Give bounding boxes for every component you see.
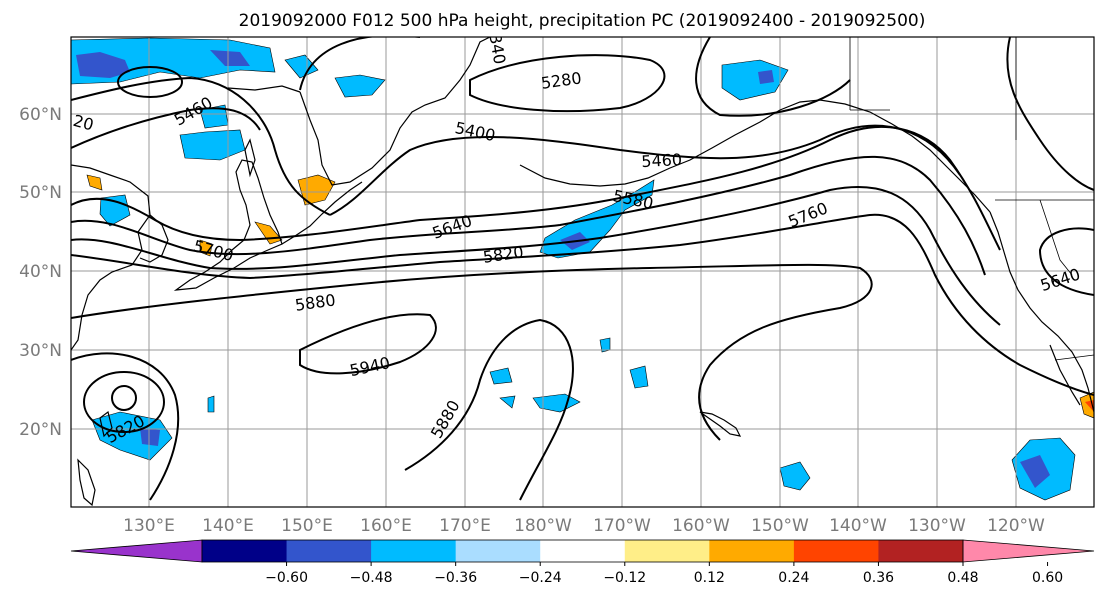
colorbar-swatch xyxy=(878,540,964,562)
lat-label: 50°N xyxy=(19,183,62,203)
hawaii-coast xyxy=(699,411,742,437)
lon-label: 150°W xyxy=(751,516,809,536)
kamchatka-coast xyxy=(299,37,491,186)
colorbar-tick-label: −0.24 xyxy=(519,570,562,586)
precip-patch xyxy=(721,59,789,101)
political-borders xyxy=(849,37,1094,361)
okhotsk-coast xyxy=(227,85,301,93)
lat-label: 20°N xyxy=(19,420,62,440)
lon-label: 140°E xyxy=(202,516,254,536)
precip-patch xyxy=(1020,455,1050,488)
precip-patch xyxy=(86,174,103,191)
longitude-labels: 130°E 140°E 150°E 160°E 170°E 180°W 170°… xyxy=(123,516,1045,536)
lon-label: 150°E xyxy=(281,516,333,536)
latitude-labels: 60°N 50°N 40°N 30°N 20°N xyxy=(19,105,62,440)
precip-patch xyxy=(758,70,774,84)
colorbar-swatch xyxy=(540,540,626,562)
colorbar-tick-label: 0.12 xyxy=(694,570,725,586)
colorbar-tick-label: −0.60 xyxy=(265,570,308,586)
contour-label: 20 xyxy=(71,111,96,135)
lat-label: 30°N xyxy=(19,341,62,361)
map-title: 2019092000 F012 500 hPa height, precipit… xyxy=(239,11,926,31)
lon-label: 170°E xyxy=(439,516,491,536)
colorbar-frame xyxy=(201,539,964,563)
lon-label: 160°W xyxy=(672,516,730,536)
lat-label: 60°N xyxy=(19,105,62,125)
colorbar: −0.60 −0.48 −0.36 −0.24 −0.12 0.12 0.24 0.36 0.4… xyxy=(70,539,1095,586)
colorbar-swatch xyxy=(624,540,710,562)
lon-label: 140°W xyxy=(829,516,887,536)
colorbar-tick-label: −0.48 xyxy=(350,570,393,586)
na-west-coast xyxy=(989,211,1094,413)
sakhalin-coast xyxy=(244,138,256,178)
colorbar-tick-label: −0.36 xyxy=(434,570,477,586)
colorbar-tick-label: 0.36 xyxy=(863,570,894,586)
graticule xyxy=(71,37,1094,507)
colorbar-tick-label: 0.48 xyxy=(947,570,978,586)
lon-label: 180°W xyxy=(514,516,572,536)
lon-label: 130°E xyxy=(123,516,175,536)
lon-label: 170°W xyxy=(593,516,651,536)
map-area[interactable]: 5460 5400 5280 5460 5580 5640 5760 5820 … xyxy=(71,32,1094,507)
precip-patch xyxy=(76,52,130,78)
colorbar-swatch xyxy=(371,540,457,562)
precip-patch xyxy=(140,428,160,446)
philippines-coast xyxy=(77,458,96,507)
colorbar-tick-label: −0.12 xyxy=(603,570,646,586)
contour-label: 5460 xyxy=(641,150,683,171)
baja-coast xyxy=(1049,344,1081,406)
colorbar-swatch xyxy=(709,540,795,562)
colorbar-swatch xyxy=(286,540,372,562)
lon-label: 160°E xyxy=(360,516,412,536)
colorbar-swatch xyxy=(455,540,541,562)
precip-patch xyxy=(284,54,319,79)
colorbar-swatch xyxy=(793,540,879,562)
map-frame xyxy=(70,36,1095,508)
aleutian-islands xyxy=(519,109,781,187)
precip-patch xyxy=(629,365,649,389)
colorbar-tick-label: 0.24 xyxy=(778,570,809,586)
colorbar-tick-label: 0.60 xyxy=(1032,570,1063,586)
height-contours xyxy=(71,37,1094,501)
taiwan-coast xyxy=(99,410,113,438)
precip-patch xyxy=(489,367,513,385)
precip-patch xyxy=(207,395,215,413)
precip-patch xyxy=(334,74,386,98)
colorbar-extend-high xyxy=(962,539,1095,563)
colorbar-extend-low xyxy=(70,539,203,563)
precip-patch xyxy=(499,395,516,409)
precip-patch xyxy=(210,50,250,66)
lat-label: 40°N xyxy=(19,262,62,282)
lon-label: 130°W xyxy=(908,516,966,536)
lon-label: 120°W xyxy=(987,516,1045,536)
precip-patch xyxy=(779,461,811,491)
colorbar-swatch xyxy=(202,540,288,562)
